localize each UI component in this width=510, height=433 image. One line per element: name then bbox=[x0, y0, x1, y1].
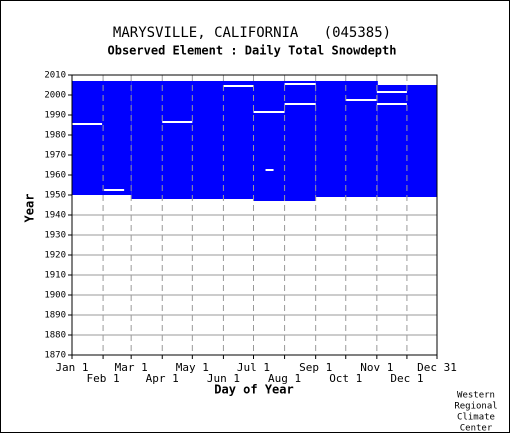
x-tick-label: Apr 1 bbox=[146, 372, 179, 385]
y-tick-label: 1900 bbox=[44, 291, 66, 301]
credit: Western bbox=[457, 391, 495, 401]
x-tick-label: May 1 bbox=[176, 361, 209, 374]
x-tick-label: Sep 1 bbox=[299, 361, 332, 374]
y-axis-label: Year bbox=[23, 194, 37, 223]
data-gap bbox=[72, 195, 132, 197]
x-tick-label: Mar 1 bbox=[115, 361, 148, 374]
y-tick-label: 1880 bbox=[44, 331, 66, 341]
x-tick-label: Jul 1 bbox=[237, 361, 270, 374]
data-block bbox=[315, 81, 378, 199]
data-gap bbox=[345, 99, 377, 101]
x-tick-label: Jun 1 bbox=[207, 372, 240, 385]
data-block bbox=[72, 81, 132, 197]
x-tick-label: Jan 1 bbox=[55, 361, 88, 374]
y-tick-label: 1910 bbox=[44, 271, 66, 281]
data-gap bbox=[223, 85, 254, 87]
data-gap bbox=[72, 123, 103, 125]
y-tick-label: 1930 bbox=[44, 231, 66, 241]
y-tick-label: 1870 bbox=[44, 351, 66, 361]
x-tick-label: Nov 1 bbox=[360, 361, 393, 374]
data-gap bbox=[284, 83, 316, 85]
y-tick-label: 1970 bbox=[44, 151, 66, 161]
credit: Center bbox=[460, 424, 493, 433]
data-block bbox=[377, 85, 437, 199]
y-tick-label: 1980 bbox=[44, 131, 66, 141]
x-axis-label: Day of Year bbox=[214, 383, 293, 397]
data-gap bbox=[104, 189, 125, 191]
x-tick-label: Aug 1 bbox=[268, 372, 301, 385]
y-tick-label: 1950 bbox=[44, 191, 66, 201]
y-tick-label: 1960 bbox=[44, 171, 66, 181]
x-tick-label: Dec 1 bbox=[390, 372, 423, 385]
x-tick-label: Feb 1 bbox=[87, 372, 120, 385]
data-gap bbox=[376, 91, 407, 93]
y-tick-label: 1920 bbox=[44, 251, 66, 261]
chart-subtitle: Observed Element : Daily Total Snowdepth bbox=[108, 44, 397, 58]
chart-title: MARYSVILLE, CALIFORNIA (045385) bbox=[113, 25, 391, 41]
data-gap bbox=[162, 121, 193, 123]
y-tick-label: 1890 bbox=[44, 311, 66, 321]
x-tick-label: Dec 31 bbox=[417, 361, 457, 374]
credit: Climate bbox=[457, 413, 495, 423]
plot-border bbox=[71, 74, 438, 356]
y-tick-label: 2000 bbox=[44, 91, 66, 101]
x-tick-label: Oct 1 bbox=[329, 372, 362, 385]
data-gap bbox=[284, 103, 316, 105]
y-tick-label: 1990 bbox=[44, 111, 66, 121]
data-gap bbox=[315, 197, 437, 199]
credit: Regional bbox=[454, 402, 497, 412]
data-gap bbox=[253, 111, 285, 113]
y-tick-label: 2010 bbox=[44, 71, 66, 81]
y-tick-label: 1940 bbox=[44, 211, 66, 221]
data-gap bbox=[376, 103, 407, 105]
data-gap bbox=[265, 169, 274, 171]
